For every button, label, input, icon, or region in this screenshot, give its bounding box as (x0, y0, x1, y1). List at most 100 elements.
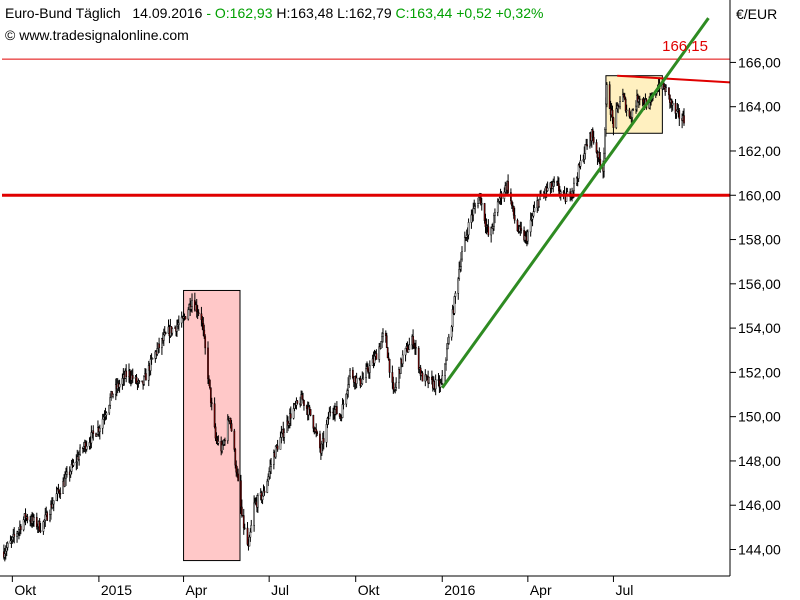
candle-body (674, 102, 677, 114)
yellow-consolidation-box (605, 75, 663, 134)
candle-body (671, 102, 674, 106)
candle-body (125, 370, 128, 377)
candle-body (415, 347, 417, 349)
candle-body (529, 219, 532, 233)
candle-body (404, 347, 407, 356)
candle-body (13, 533, 16, 537)
candle-body (195, 304, 198, 313)
candle-body (642, 98, 645, 104)
candle-body (348, 375, 350, 385)
candle-body (441, 375, 444, 384)
candle-body (492, 226, 494, 229)
candle-body (156, 348, 159, 355)
candle-body (341, 404, 344, 418)
candle-body (39, 530, 42, 532)
candle-body (162, 334, 165, 341)
close-value: C:163,44 (395, 5, 453, 21)
candle-body (279, 437, 282, 450)
quote-date: 14.09.2016 (132, 5, 203, 21)
candle-body (204, 336, 207, 349)
candle-body (263, 490, 266, 493)
candle-body (431, 376, 433, 380)
candle-body (33, 517, 35, 522)
dash-sep: - (206, 5, 212, 21)
y-tick-label: 144,00 (738, 542, 781, 558)
candle-body (392, 382, 395, 390)
candle-body (421, 372, 424, 382)
change-percent: +0,32% (495, 5, 544, 21)
candle-body (553, 181, 556, 183)
candle-body (467, 222, 470, 236)
y-tick-label: 156,00 (738, 276, 781, 292)
candle-body (359, 378, 362, 386)
candle-body (638, 98, 641, 101)
candle-body (35, 517, 38, 528)
candle-body (300, 394, 302, 406)
candle-body (248, 536, 251, 547)
candle-body (267, 476, 270, 482)
candle-body (591, 129, 594, 138)
candle-body (121, 378, 124, 385)
y-tick-label: 164,00 (738, 99, 781, 115)
candle-body (283, 432, 286, 438)
candle-body (276, 445, 279, 450)
candle-body (360, 383, 363, 386)
candle-body (375, 353, 378, 360)
candle-body (361, 378, 364, 385)
candle-body (42, 521, 45, 532)
candle-body (483, 203, 486, 221)
candle-body (346, 390, 349, 395)
candle-body (598, 152, 601, 160)
candle-body (3, 553, 6, 558)
candle-body (214, 426, 217, 439)
open-value: O:162,93 (214, 5, 273, 21)
candle-body (631, 109, 634, 118)
candle-body (209, 387, 212, 403)
candle-body (428, 376, 430, 384)
candle-body (19, 525, 22, 531)
candle-body (498, 197, 501, 202)
candle-body (226, 418, 229, 442)
x-tick-label: Okt (358, 582, 380, 598)
candle-body (513, 214, 516, 221)
candle-body (480, 203, 483, 205)
candle-body (266, 480, 269, 493)
candle-body (215, 437, 218, 441)
candle-body (145, 373, 147, 381)
candle-body (309, 409, 312, 416)
candle-body (493, 215, 495, 227)
candle-body (362, 377, 365, 380)
high-value-label: 166,15 (662, 38, 708, 55)
axes: €/EUR 166,00 164,00 162,00 160,00 158,00 156,0… (0, 0, 781, 598)
candle-body (280, 432, 283, 438)
candle-body (336, 406, 338, 414)
candle-body (268, 471, 271, 478)
candle-body (615, 108, 618, 128)
candle-body (584, 144, 587, 154)
candle-body (230, 423, 233, 432)
candle-body (531, 215, 534, 220)
candle-body (237, 473, 239, 481)
candle-body (472, 208, 475, 216)
candle-body (18, 529, 20, 533)
candle-body (302, 398, 304, 401)
candle-body (224, 439, 226, 442)
candle-body (460, 258, 462, 268)
candle-body (447, 343, 449, 350)
candle-body (668, 87, 670, 96)
candle-body (4, 550, 7, 554)
candle-body (463, 236, 466, 252)
candle-body (451, 309, 454, 328)
candle-body (78, 454, 80, 460)
candle-body (586, 144, 588, 147)
candle-body (38, 520, 41, 531)
candle-body (611, 109, 614, 118)
resistance-line (617, 74, 731, 84)
candle-body (595, 142, 598, 153)
candle-body (408, 344, 411, 350)
candle-body (520, 228, 523, 231)
y-tick-label: 166,00 (738, 54, 781, 70)
x-tick-label: Okt (14, 582, 36, 598)
y-tick-label: 154,00 (738, 320, 781, 336)
candle-body (538, 198, 540, 208)
